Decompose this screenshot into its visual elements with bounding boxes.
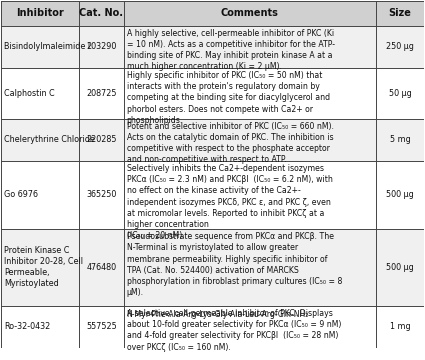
Bar [1, 1, 424, 26]
Text: 1 mg: 1 mg [390, 322, 410, 331]
Bar [1, 161, 424, 229]
Bar [1, 119, 424, 161]
Text: Highly specific inhibitor of PKC (IC₅₀ = 50 nM) that
interacts with the protein': Highly specific inhibitor of PKC (IC₅₀ =… [127, 71, 330, 125]
Text: A selective, cell-permeable inhibitor of PKC. Displays
about 10-fold greater sel: A selective, cell-permeable inhibitor of… [127, 309, 341, 351]
Text: 208725: 208725 [86, 89, 116, 98]
Bar [1, 119, 424, 161]
Bar [1, 68, 424, 119]
Text: Calphostin C: Calphostin C [4, 89, 55, 98]
Text: 220285: 220285 [86, 135, 116, 144]
Bar [1, 229, 424, 306]
Text: Chelerythrine Chloride: Chelerythrine Chloride [4, 135, 95, 144]
Text: Inhibitor: Inhibitor [16, 8, 64, 18]
Text: 365250: 365250 [86, 190, 116, 199]
Text: Ro-32-0432: Ro-32-0432 [4, 322, 50, 331]
Text: Potent and selective inhibitor of PKC (IC₅₀ = 660 nM).
Acts on the catalytic dom: Potent and selective inhibitor of PKC (I… [127, 122, 334, 165]
Text: Pseudosubstrate sequence from PKCα and PKCβ. The
N-Terminal is myristoylated to : Pseudosubstrate sequence from PKCα and P… [127, 233, 342, 319]
Bar [1, 26, 424, 68]
Text: 203290: 203290 [86, 42, 116, 51]
Bar [1, 229, 424, 306]
Bar [1, 1, 424, 26]
Text: 500 μg: 500 μg [386, 263, 414, 272]
Text: 250 μg: 250 μg [386, 42, 414, 51]
Bar [1, 68, 424, 119]
Text: 50 μg: 50 μg [388, 89, 411, 98]
Text: Comments: Comments [221, 8, 278, 18]
Text: 557525: 557525 [86, 322, 117, 331]
Text: Selectively inhibits the Ca2+-dependent isozymes
PKCα (IC₅₀ = 2.3 nM) and PKCβI : Selectively inhibits the Ca2+-dependent … [127, 164, 332, 240]
Bar [1, 161, 424, 229]
Text: A highly selective, cell-permeable inhibitor of PKC (Ki
= 10 nM). Acts as a comp: A highly selective, cell-permeable inhib… [127, 29, 334, 72]
Bar [1, 306, 424, 348]
Text: Bisindolylmaleimide I: Bisindolylmaleimide I [4, 42, 90, 51]
Text: Protein Kinase C
Inhibitor 20-28, Cell
Permeable,
Myristoylated: Protein Kinase C Inhibitor 20-28, Cell P… [4, 246, 83, 288]
Text: Go 6976: Go 6976 [4, 190, 38, 199]
Text: 476480: 476480 [86, 263, 116, 272]
Bar [1, 306, 424, 348]
Bar [1, 26, 424, 68]
Text: Cat. No.: Cat. No. [79, 8, 123, 18]
Text: Size: Size [388, 8, 411, 18]
Text: 5 mg: 5 mg [390, 135, 410, 144]
Text: 500 μg: 500 μg [386, 190, 414, 199]
